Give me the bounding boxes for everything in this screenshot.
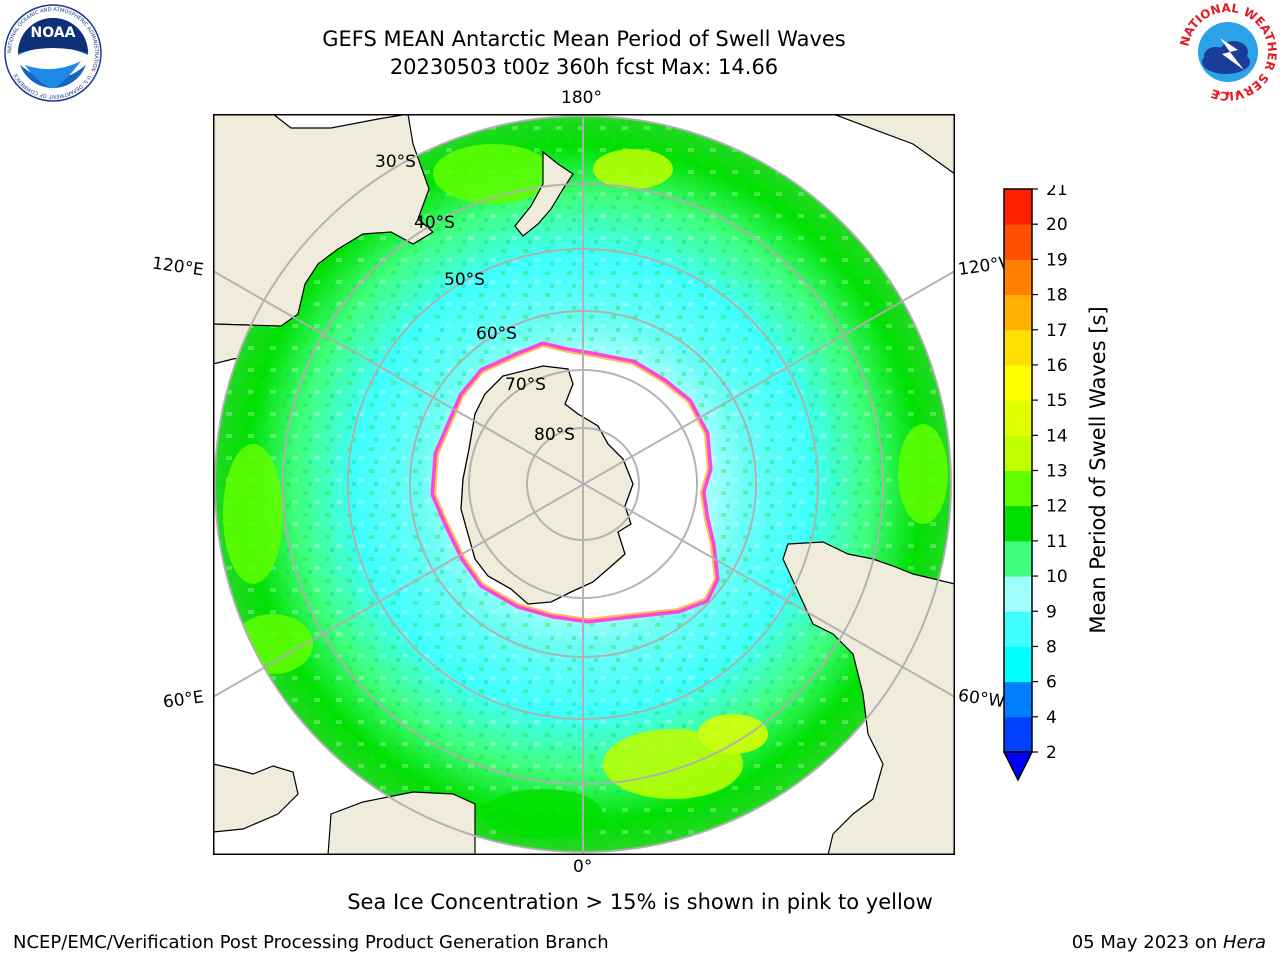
colorbar-tick-label: 15 — [1046, 391, 1068, 411]
colorbar-tick-label: 2 — [1046, 743, 1057, 763]
colorbar-tick-label: 4 — [1046, 708, 1057, 728]
latitude-label-30s: 30°S — [375, 152, 416, 172]
colorbar-tick-label: 21 — [1046, 185, 1068, 200]
chart-subtitle: 20230503 t00z 360h fcst Max: 14.66 — [389, 55, 779, 79]
longitude-label-60w: 60°W — [956, 685, 1007, 713]
latitude-label-80s: 80°S — [534, 425, 575, 445]
colorbar-cell — [1004, 224, 1032, 260]
colorbar-tick-label: 9 — [1046, 602, 1057, 622]
colorbar: 2 4 6 8 9 10 11 12 13 14 15 16 17 18 19 20 21 — [1002, 185, 1068, 782]
colorbar-cell — [1004, 470, 1032, 507]
colorbar-cell — [1004, 329, 1032, 366]
colorbar-cell — [1004, 716, 1032, 753]
longitude-label-60e: 60°E — [161, 687, 206, 713]
latitude-label-50s: 50°S — [444, 270, 485, 290]
colorbar-tick-label: 12 — [1046, 497, 1068, 517]
colorbar-cell — [1004, 611, 1032, 647]
footer-host: Hera — [1222, 932, 1266, 953]
colorbar-tick-label: 8 — [1046, 637, 1057, 657]
colorbar-cell — [1004, 576, 1032, 612]
colorbar-tick-label: 6 — [1046, 673, 1057, 693]
colorbar-cell — [1004, 505, 1032, 542]
colorbar-tick-label: 11 — [1046, 532, 1068, 552]
longitude-label-180: 180° — [561, 88, 602, 108]
latitude-label-70s: 70°S — [505, 375, 546, 395]
noaa-logo-text: NOAA — [31, 25, 76, 41]
svg-text:★ ★ ★: ★ ★ ★ — [1215, 89, 1242, 98]
colorbar-label: Mean Period of Swell Waves [s] — [1086, 306, 1110, 634]
colorbar-cell — [1004, 435, 1032, 471]
colorbar-cell — [1004, 540, 1032, 577]
antarctic-map — [213, 114, 955, 855]
colorbar-cell — [1004, 681, 1032, 718]
colorbar-tick-label: 18 — [1046, 286, 1068, 306]
colorbar-cell — [1004, 646, 1032, 683]
colorbar-cell — [1004, 189, 1032, 225]
nws-logo: NATIONAL WEATHER SERVICE ★ ★ ★ — [1177, 1, 1279, 103]
footer-date-text: 05 May 2023 on — [1071, 932, 1223, 953]
colorbar-cell — [1004, 364, 1032, 401]
colorbar-extend-arrow — [1002, 751, 1034, 782]
noaa-logo: NOAA NATIONAL OCEANIC AND ATMOSPHERIC AD… — [4, 4, 102, 102]
colorbar-cell — [1004, 259, 1032, 296]
sea-ice-caption: Sea Ice Concentration > 15% is shown in … — [347, 890, 933, 914]
colorbar-tick-label: 20 — [1046, 215, 1068, 235]
longitude-label-0: 0° — [573, 857, 593, 877]
colorbar-tick-label: 19 — [1046, 250, 1068, 270]
footer-credit: NCEP/EMC/Verification Post Processing Pr… — [13, 932, 609, 953]
footer-date: 05 May 2023 on Hera — [1072, 932, 1266, 953]
colorbar-cell — [1004, 294, 1032, 331]
colorbar-tick-label: 10 — [1046, 567, 1068, 587]
colorbar-tick-label: 17 — [1046, 321, 1068, 341]
colorbar-tick-label: 14 — [1046, 426, 1068, 446]
colorbar-cell — [1004, 400, 1032, 436]
latitude-label-40s: 40°S — [414, 213, 455, 233]
colorbar-tick-label: 13 — [1046, 462, 1068, 482]
latitude-label-60s: 60°S — [476, 324, 517, 344]
chart-title: GEFS MEAN Antarctic Mean Period of Swell… — [322, 27, 846, 51]
longitude-label-120e: 120°E — [150, 253, 205, 281]
colorbar-tick-label: 16 — [1046, 356, 1068, 376]
